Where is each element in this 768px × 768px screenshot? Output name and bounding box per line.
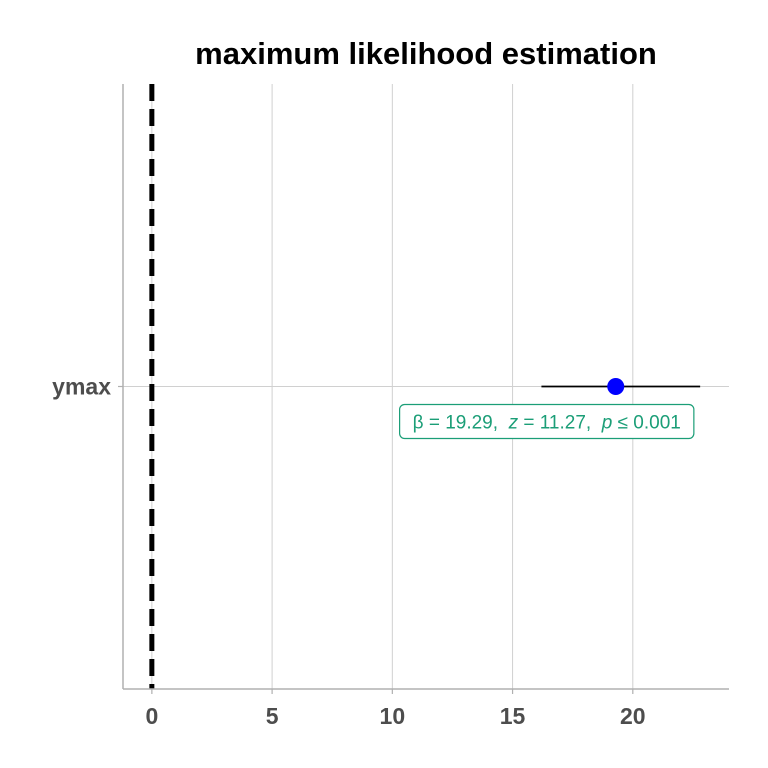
y-tick-labels: ymax — [52, 374, 111, 400]
estimate-label: β = 19.29, z = 11.27, p ≤ 0.001 — [413, 413, 681, 434]
estimates — [541, 378, 701, 395]
estimate-label-part: = 19.29, — [424, 413, 509, 434]
x-tick-label: 20 — [620, 703, 646, 729]
y-tick-label: ymax — [52, 374, 111, 400]
estimate-label-part: p — [601, 413, 613, 434]
x-tick-label: 15 — [500, 703, 526, 729]
estimate-point — [607, 378, 625, 395]
axes — [118, 84, 729, 694]
estimate-label-part: = 11.27, — [518, 413, 602, 434]
estimate-label-part: ≤ 0.001 — [612, 413, 681, 434]
x-tick-label: 5 — [266, 703, 279, 729]
chart-title: maximum likelihood estimation — [195, 36, 657, 71]
x-tick-label: 0 — [145, 703, 158, 729]
estimate-label-part: β — [413, 413, 424, 434]
x-tick-labels: 0 5 10 15 20 — [145, 703, 645, 729]
estimate-annotation: β = 19.29, z = 11.27, p ≤ 0.001 — [399, 403, 695, 440]
estimate-label-box — [399, 403, 695, 440]
x-tick-label: 10 — [380, 703, 406, 729]
estimate-label-part: z — [508, 413, 519, 434]
